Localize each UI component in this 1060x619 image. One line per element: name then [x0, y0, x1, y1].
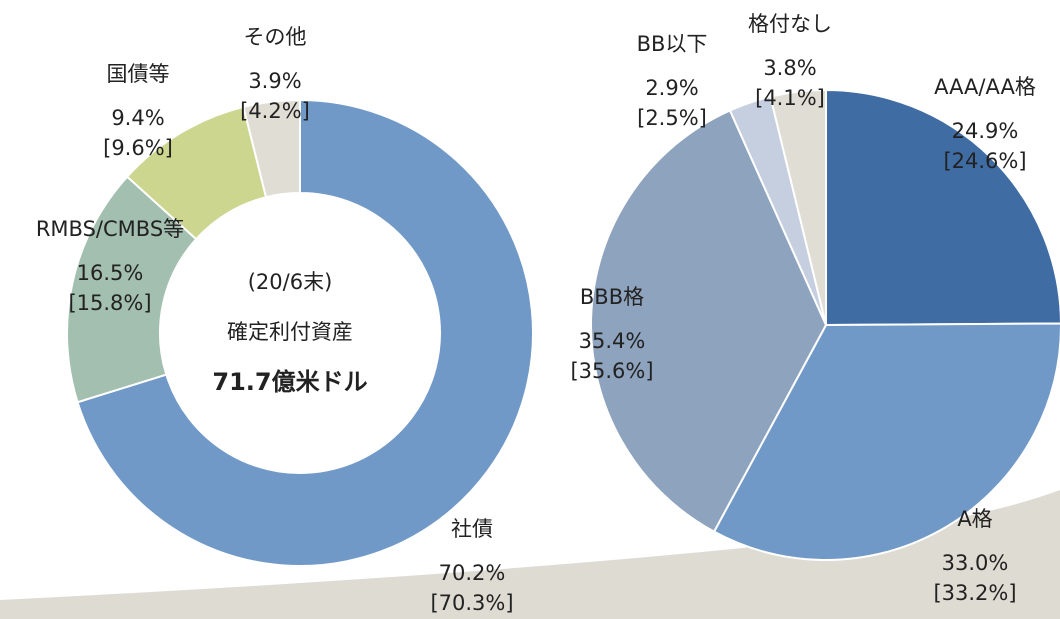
slice [825, 88, 1060, 327]
slice [769, 88, 827, 326]
slice-label: 国債等 [107, 62, 170, 86]
slice-prior-value: [33.2%] [933, 581, 1016, 605]
slice-label: 社債 [451, 517, 493, 541]
slice-label: BBB格 [580, 285, 644, 309]
slice-label: BB以下 [637, 32, 708, 56]
slice-prior-value: [35.6%] [570, 359, 653, 383]
slice [242, 98, 301, 199]
slice-value: 3.9% [248, 69, 301, 93]
slice-prior-value: [9.6%] [103, 136, 173, 160]
slice-value: 2.9% [645, 76, 698, 100]
slice-label: RMBS/CMBS等 [36, 217, 184, 241]
slice-label: 格付なし [748, 12, 832, 36]
slice-prior-value: [4.1%] [755, 86, 825, 110]
center-label: (20/6末) [248, 270, 333, 294]
slice [76, 98, 534, 567]
slice-value: 9.4% [111, 106, 164, 130]
slice-value: 35.4% [579, 329, 646, 353]
background-swoosh [0, 490, 1060, 619]
slice-prior-value: [15.8%] [68, 291, 151, 315]
slice-value: 33.0% [942, 551, 1009, 575]
slice-prior-value: [24.6%] [943, 149, 1026, 173]
slice-prior-value: [2.5%] [637, 106, 707, 130]
slice-label: A格 [957, 507, 992, 531]
slice-value: 24.9% [952, 119, 1019, 143]
slice-label: その他 [244, 25, 307, 49]
slice-value: 16.5% [77, 261, 144, 285]
slice-label: AAA/AA格 [934, 75, 1036, 99]
slice-prior-value: [70.3%] [430, 591, 513, 615]
center-label: 71.7億米ドル [212, 368, 367, 396]
center-label: 確定利付資産 [227, 320, 353, 344]
slice-prior-value: [4.2%] [240, 99, 310, 123]
slice-value: 70.2% [439, 561, 506, 585]
slice-value: 3.8% [763, 56, 816, 80]
slice [590, 109, 828, 533]
slice [712, 322, 1060, 561]
